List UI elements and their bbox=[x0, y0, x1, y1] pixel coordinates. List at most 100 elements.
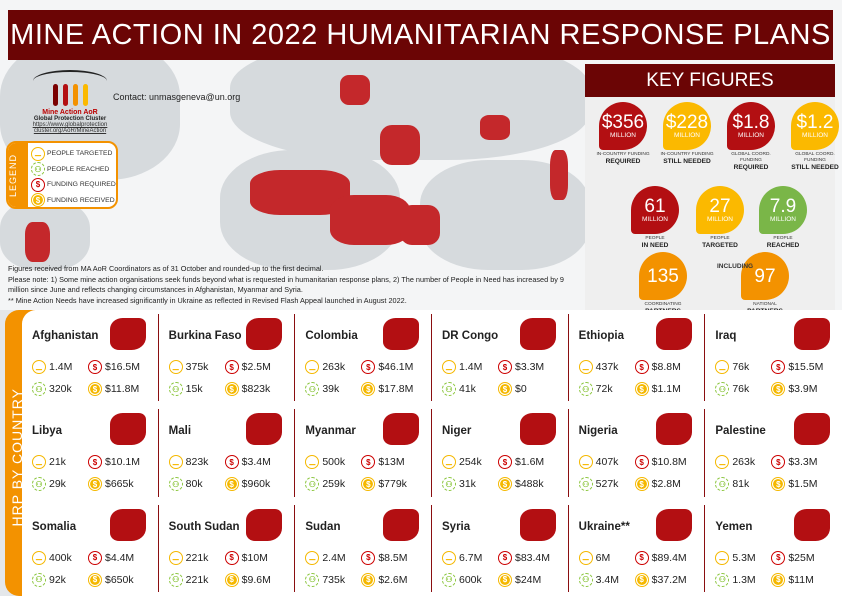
people-targeted: ⚊ 2.4M bbox=[305, 550, 361, 565]
funding-received: $ $779k bbox=[361, 477, 423, 492]
country-name: Sudan bbox=[305, 520, 341, 533]
funding-received: $ $1.5M bbox=[771, 477, 833, 492]
country-name: Myanmar bbox=[305, 425, 356, 438]
contact-email[interactable]: Contact: unmasgeneva@un.org bbox=[113, 92, 241, 102]
country-map-icon bbox=[109, 413, 146, 446]
people-targeted: ⚊ 221k bbox=[168, 550, 225, 565]
funding-received: $ $3.9M bbox=[771, 382, 833, 396]
funding-required-icon: $ bbox=[498, 455, 512, 470]
funding-received-icon: $ bbox=[88, 382, 102, 396]
funding-required-icon: $ bbox=[224, 360, 239, 374]
country-card: Somalia ⚊ 400k $ $4.4M ⚇ 92k $ $650k bbox=[22, 504, 159, 592]
people-targeted: ⚊ 263k bbox=[715, 455, 771, 470]
country-name: Libya bbox=[32, 425, 63, 438]
funding-received-icon: $ bbox=[634, 382, 649, 396]
people-reached: ⚇ 41k bbox=[442, 382, 498, 396]
people-reached-icon: ⚇ bbox=[442, 572, 456, 587]
figure-badge: $1.8 MILLION bbox=[727, 102, 775, 150]
key-figures-title: KEY FIGURES bbox=[585, 64, 835, 97]
people-reached: ⚇ 3.4M bbox=[578, 572, 635, 587]
funding-received-icon: $ bbox=[88, 477, 102, 492]
funding-required-icon: $ bbox=[224, 550, 239, 565]
funding-required: $ $3.3M bbox=[771, 455, 833, 470]
country-card: Niger ⚊ 254k $ $1.6M ⚇ 31k $ $488k bbox=[432, 409, 569, 497]
people-reached-icon: ⚇ bbox=[32, 382, 46, 396]
people-reached: ⚇ 320k bbox=[32, 382, 88, 396]
people-reached: ⚇ 735k bbox=[305, 572, 361, 587]
funding-received: $ $823k bbox=[224, 382, 287, 396]
country-grid: Afghanistan ⚊ 1.4M $ $16.5M ⚇ 320k $ $11.8M … bbox=[22, 310, 842, 596]
people-targeted-icon: ⚊ bbox=[578, 360, 593, 374]
country-name: Afghanistan bbox=[32, 330, 99, 342]
funding-received: $ $2.6M bbox=[361, 572, 423, 587]
people-reached: ⚇ 39k bbox=[305, 382, 361, 396]
country-card: Palestine ⚊ 263k $ $3.3M ⚇ 81k $ $1.5M bbox=[705, 409, 842, 496]
funding-received: $ $0 bbox=[498, 382, 560, 396]
logo-link-2[interactable]: cluster.org/AoR/MineAction bbox=[33, 128, 107, 134]
figure-badge: 61 MILLION bbox=[631, 186, 679, 234]
people-reached: ⚇ 80k bbox=[168, 477, 225, 492]
people-targeted: ⚊ 407k bbox=[578, 455, 635, 470]
funding-required: $ $13M bbox=[361, 455, 423, 470]
funding-required-icon: $ bbox=[31, 177, 45, 192]
funding-received: $ $2.8M bbox=[634, 477, 697, 492]
country-name: Burkina Faso bbox=[168, 330, 242, 342]
country-card: Burkina Faso ⚊ 375k $ $2.5M ⚇ 15k $ $823k bbox=[159, 314, 296, 402]
people-targeted-icon: ⚊ bbox=[31, 146, 45, 161]
country-name: Ukraine** bbox=[578, 520, 630, 533]
country-card: Libya ⚊ 21k $ $10.1M ⚇ 29k $ $665k bbox=[22, 409, 159, 497]
funding-received-icon: $ bbox=[361, 572, 376, 587]
people-reached-icon: ⚇ bbox=[578, 382, 593, 396]
funding-received-icon: $ bbox=[771, 382, 786, 396]
people-targeted-icon: ⚊ bbox=[168, 455, 183, 470]
people-targeted: ⚊ 21k bbox=[32, 455, 88, 470]
people-targeted: ⚊ 400k bbox=[32, 550, 88, 565]
people-reached-icon: ⚇ bbox=[442, 382, 456, 396]
funding-required-icon: $ bbox=[771, 360, 786, 374]
logo-link-1[interactable]: https://www.globalprotection bbox=[32, 122, 108, 128]
funding-required: $ $16.5M bbox=[88, 360, 150, 374]
funding-required: $ $10.8M bbox=[634, 455, 697, 470]
country-name: Niger bbox=[442, 425, 472, 438]
funding-required: $ $1.6M bbox=[498, 455, 560, 470]
funding-received: $ $9.6M bbox=[224, 572, 287, 587]
people-targeted: ⚊ 1.4M bbox=[442, 360, 498, 374]
funding-required: $ $8.5M bbox=[361, 550, 423, 565]
people-reached: ⚇ 72k bbox=[578, 382, 635, 396]
people-reached-icon: ⚇ bbox=[31, 162, 45, 177]
people-reached-icon: ⚇ bbox=[32, 572, 46, 587]
country-map-icon bbox=[794, 318, 830, 350]
country-card: Afghanistan ⚊ 1.4M $ $16.5M ⚇ 320k $ $11.8M bbox=[22, 314, 159, 402]
key-figure: $356 MILLION IN-COUNTRY FUNDING REQUIRED bbox=[593, 102, 653, 165]
country-map-icon bbox=[383, 318, 419, 350]
country-card: Syria ⚊ 6.7M $ $83.4M ⚇ 600k $ $24M bbox=[432, 504, 569, 592]
country-map-icon bbox=[519, 318, 556, 350]
figure-badge: $228 MILLION bbox=[663, 102, 711, 150]
funding-received-icon: $ bbox=[771, 572, 786, 587]
funding-received-icon: $ bbox=[224, 572, 239, 587]
people-targeted: ⚊ 263k bbox=[305, 360, 361, 374]
funding-required-icon: $ bbox=[498, 550, 512, 565]
key-figure: 61 MILLION PEOPLE IN NEED bbox=[625, 186, 685, 249]
funding-received-icon: $ bbox=[31, 193, 45, 207]
people-reached-icon: ⚇ bbox=[578, 477, 593, 492]
country-name: Palestine bbox=[715, 425, 766, 438]
country-card: Myanmar ⚊ 500k $ $13M ⚇ 259k $ $779k bbox=[295, 409, 432, 497]
funding-required-icon: $ bbox=[88, 455, 102, 470]
funding-required-icon: $ bbox=[634, 455, 649, 470]
people-targeted-icon: ⚊ bbox=[168, 550, 183, 565]
country-card: South Sudan ⚊ 221k $ $10M ⚇ 221k $ $9.6M bbox=[159, 504, 296, 592]
legend-item: ⚇ PEOPLE REACHED bbox=[31, 162, 116, 178]
people-targeted: ⚊ 6.7M bbox=[442, 550, 498, 565]
people-reached-icon: ⚇ bbox=[168, 572, 183, 587]
people-targeted: ⚊ 375k bbox=[168, 360, 225, 374]
country-map-icon bbox=[109, 318, 146, 350]
people-targeted: ⚊ 500k bbox=[305, 455, 361, 470]
country-name: Nigeria bbox=[578, 425, 618, 438]
people-reached-icon: ⚇ bbox=[715, 572, 730, 587]
country-card: Colombia ⚊ 263k $ $46.1M ⚇ 39k $ $17.8M bbox=[295, 314, 432, 402]
funding-required: $ $8.8M bbox=[634, 360, 697, 374]
people-reached: ⚇ 259k bbox=[305, 477, 361, 492]
country-map-icon bbox=[794, 413, 830, 446]
country-card: Iraq ⚊ 76k $ $15.5M ⚇ 76k $ $3.9M bbox=[705, 314, 842, 401]
